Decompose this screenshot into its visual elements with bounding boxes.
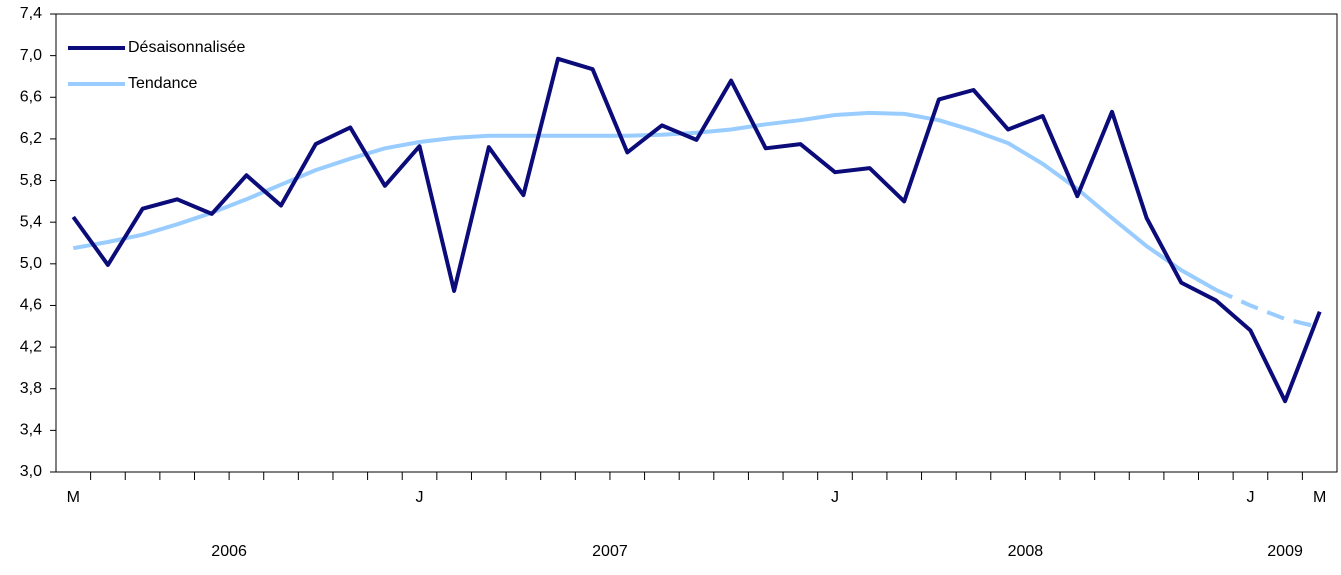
plot-frame	[55, 13, 1338, 473]
y-tick-label: 7,0	[20, 47, 42, 64]
year-label: 2008	[1008, 543, 1044, 560]
y-tick-label: 3,4	[20, 422, 42, 439]
series-line	[71, 56, 1322, 404]
x-tick-label: J	[416, 489, 424, 506]
x-tick-label: J	[1246, 489, 1254, 506]
y-tick-label: 5,0	[20, 255, 42, 272]
y-tick-label: 5,4	[20, 213, 42, 230]
legend-label: Tendance	[128, 75, 197, 92]
x-tick-label: M	[1313, 489, 1326, 506]
y-tick-label: 7,4	[20, 5, 42, 22]
y-tick-label: 4,6	[20, 297, 42, 314]
y-tick-label: 3,8	[20, 380, 42, 397]
year-label: 2006	[211, 543, 247, 560]
y-tick-label: 6,2	[20, 130, 42, 147]
x-tick-label: J	[831, 489, 839, 506]
y-tick-label: 5,8	[20, 172, 42, 189]
legend-label: Désaisonnalisée	[128, 39, 246, 56]
x-tick-label: M	[67, 489, 80, 506]
y-tick-label: 4,2	[20, 338, 42, 355]
series-line	[1214, 287, 1321, 330]
y-tick-label: 6,6	[20, 88, 42, 105]
y-tick-label: 3,0	[20, 463, 42, 480]
year-label: 2007	[592, 543, 628, 560]
year-label: 2009	[1267, 543, 1303, 560]
